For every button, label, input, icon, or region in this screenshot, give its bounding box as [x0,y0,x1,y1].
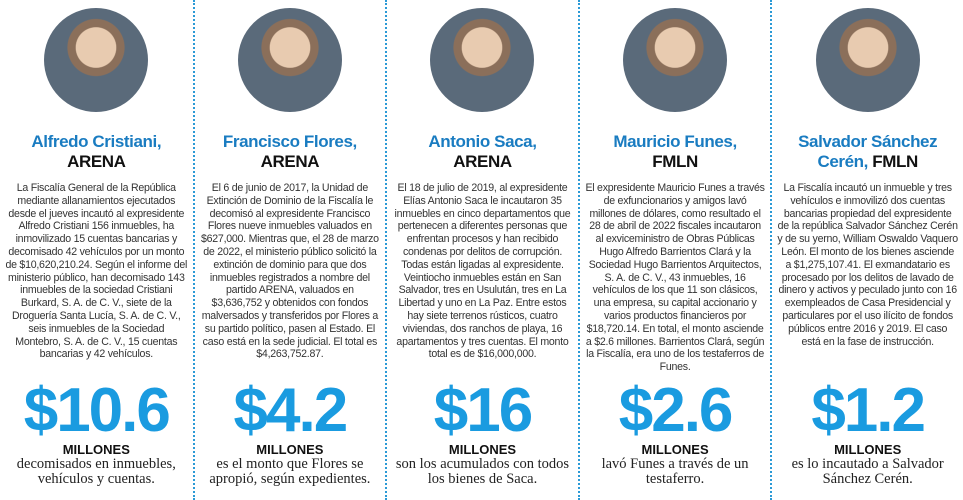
person-name: Francisco Flores, [222,132,357,151]
portrait [623,8,728,112]
amount: $16 [433,376,533,445]
description: El 18 de julio de 2019, al expresidente … [394,182,571,361]
note: es el monto que Flores se apropió, según… [209,456,371,487]
unit: MILLONES [256,442,324,457]
heading: Antonio Saca, ARENA [428,132,537,174]
note: lavó Funes a través de un testaferro. [601,456,749,487]
amount: $1.2 [811,376,926,445]
party: ARENA [67,152,126,171]
profile-column: Alfredo Cristiani, ARENA La Fiscalía Gener… [0,0,193,500]
party: FMLN [652,152,698,171]
party: ARENA [260,152,320,171]
description: La Fiscalía incautó un inmueble y tres v… [777,182,958,348]
description: La Fiscalía General de la República medi… [5,182,188,361]
portrait [44,8,149,112]
person-name: Mauricio Funes, [613,132,737,151]
heading: Mauricio Funes, FMLN [613,132,737,174]
note: son los acumulados con todos los bienes … [395,456,570,487]
profile-column: Mauricio Funes, FMLN El expresidente Mauri… [577,0,771,500]
profile-column: Antonio Saca, ARENA El 18 de julio de 2019… [385,0,578,500]
person-name: Antonio Saca, [428,132,537,151]
note: es lo incautado a Salvador Sánchez Cerén… [791,456,944,487]
person-name: Alfredo Cristiani, [31,132,162,151]
amount: $4.2 [233,376,349,445]
person-name: Salvador Sánchez Cerén, [798,132,938,171]
portrait [430,8,535,112]
heading: Alfredo Cristiani, ARENA [31,132,161,174]
party: FMLN [872,152,918,171]
profile-column: Salvador Sánchez Cerén, FMLN La Fiscalía … [770,0,963,500]
unit: MILLONES [448,442,517,457]
unit: MILLONES [641,442,709,457]
note: decomisados en inmuebles, vehículos y cu… [16,456,176,487]
portrait [815,8,920,112]
unit: MILLONES [834,442,902,457]
heading: Salvador Sánchez Cerén, FMLN [777,132,958,174]
unit: MILLONES [62,442,130,457]
party: ARENA [453,152,512,171]
portrait [237,8,342,112]
amount: $2.6 [618,376,734,445]
amount: $10.6 [23,376,171,445]
description: El expresidente Mauricio Funes a través … [585,182,765,374]
heading: Francisco Flores, ARENA [223,132,357,174]
profile-column: Francisco Flores, ARENA El 6 de junio de 2… [192,0,386,500]
description: El 6 de junio de 2017, la Unidad de Exti… [201,182,379,361]
